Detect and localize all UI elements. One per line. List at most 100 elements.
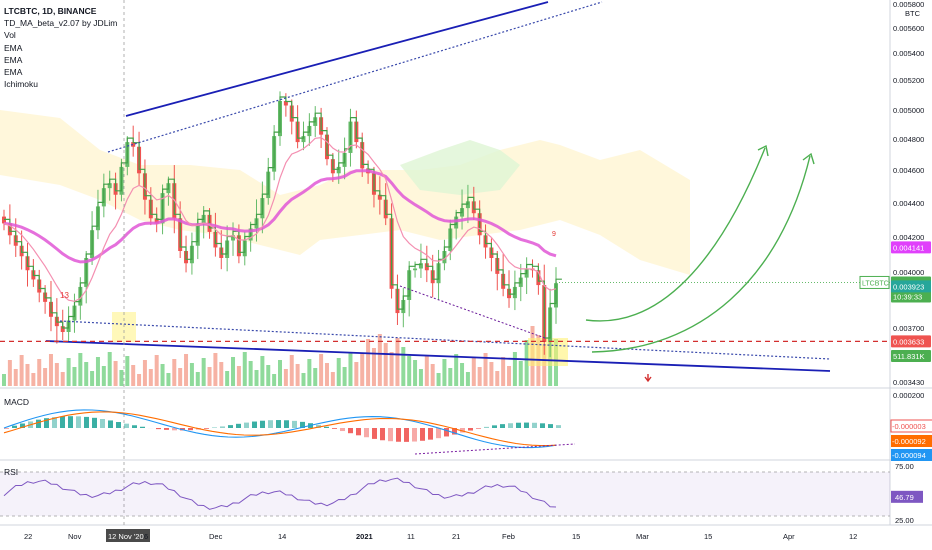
macd-histogram-bar [332, 428, 337, 429]
time-tick-label: Mar [636, 532, 649, 541]
volume-bar [324, 363, 329, 386]
macd-histogram-bar [444, 428, 449, 437]
indicator-ichimoku[interactable]: Ichimoku [4, 79, 39, 90]
volume-bar [442, 359, 447, 386]
volume-bar [107, 352, 112, 386]
macd-histogram-bar [84, 416, 89, 428]
macd-histogram-bar [420, 428, 425, 441]
chart-legend: LTCBTC, 1D, BINANCE TD_MA_beta_v2.07 by … [4, 5, 117, 90]
rsi-label-text: 46.79 [895, 493, 914, 502]
indicator-ema-3[interactable]: EMA [4, 67, 23, 78]
indicator-td-ma[interactable]: TD_MA_beta_v2.07 by JDLim [4, 18, 118, 29]
volume-bar [31, 373, 36, 386]
candle [336, 166, 341, 174]
volume-bar [448, 368, 453, 386]
volume-bar [507, 366, 512, 386]
price-tick-label: 0.003700 [893, 324, 924, 333]
volume-bar [13, 369, 18, 386]
down-arrow [644, 374, 652, 383]
macd-histogram-bar [268, 420, 273, 428]
time-tick-label: 12 [849, 532, 857, 541]
volume-bar [225, 371, 230, 386]
volume-bar [178, 368, 183, 386]
macd-histogram-bar [436, 428, 441, 439]
volume-bar [248, 361, 253, 386]
trendline-lower-dotted [59, 320, 831, 360]
rsi-title[interactable]: RSI [4, 467, 19, 477]
volume-bar [319, 354, 324, 386]
macd-histogram-bar [36, 419, 41, 428]
volume-bar [201, 358, 206, 386]
macd-label-badge [890, 419, 932, 433]
macd-histogram-bar [412, 428, 417, 442]
volume-bar [424, 355, 429, 386]
candle [231, 235, 236, 241]
ema-line-fast [3, 136, 557, 302]
candle [301, 136, 306, 143]
macd-histogram-bar [284, 420, 289, 428]
volume-bar [289, 355, 294, 386]
macd-histogram-bar [236, 423, 241, 428]
price-label-badge [891, 280, 931, 293]
price-tick-label: 0.004800 [893, 135, 924, 144]
volume-bar [195, 372, 200, 386]
macd-label-text: -0.000094 [892, 451, 926, 460]
time-tick-label: 12 Nov '20 [108, 532, 144, 541]
trendline-upper [125, 1, 549, 117]
volume-bar [125, 356, 130, 386]
time-tick-label: 11 [407, 532, 415, 541]
indicator-vol[interactable]: Vol [4, 30, 16, 41]
volume-bar [231, 357, 236, 386]
time-tick-label: 15 [704, 532, 712, 541]
time-highlight-badge [106, 529, 150, 542]
macd-pane [3, 409, 576, 455]
volume-bar [495, 371, 500, 386]
symbol-tag-text: LTCBTC [862, 280, 889, 287]
price-tick-label: 0.005000 [893, 106, 924, 115]
macd-histogram-bar [252, 421, 257, 428]
volume-bar [483, 353, 488, 386]
highlight-box-right [528, 338, 568, 366]
price-unit: BTC [905, 9, 921, 18]
volume-bar [348, 353, 353, 386]
indicator-ema-1[interactable]: EMA [4, 42, 23, 53]
volume-bar [401, 347, 406, 386]
candle [60, 326, 65, 332]
volume-bar [142, 360, 147, 386]
candle [283, 101, 288, 106]
volume-bar [48, 354, 53, 386]
volume-bar [78, 353, 83, 386]
candle [465, 201, 470, 209]
ichimoku-cloud [0, 110, 690, 275]
macd-divergence-line [414, 443, 576, 455]
td-step-line [4, 96, 562, 339]
volume-bar [354, 362, 359, 386]
macd-histogram-bar [60, 416, 65, 428]
time-tick-label: 2021 [356, 532, 373, 541]
macd-histogram-bar [532, 422, 537, 428]
volume-bar [60, 372, 65, 386]
volume-bar [418, 369, 423, 386]
price-label-text: 511.831K [893, 352, 925, 361]
macd-histogram-bar [404, 428, 409, 442]
price-tick-label: 0.005400 [893, 49, 924, 58]
macd-label-text: -0.000003 [892, 422, 926, 431]
volume-bar [84, 362, 89, 386]
macd-histogram-bar [300, 421, 305, 428]
volume-bar [260, 356, 265, 386]
macd-title[interactable]: MACD [4, 397, 30, 407]
projection-arrowhead-2 [802, 152, 815, 165]
price-tick-label: 0.005200 [893, 76, 924, 85]
symbol-title[interactable]: LTCBTC, 1D, BINANCE [4, 6, 97, 16]
macd-histogram-bar [108, 420, 113, 428]
ichimoku-cloud-green [400, 140, 520, 195]
volume-bar [254, 370, 259, 386]
price-label-text: 0.004141 [893, 243, 924, 252]
indicator-ema-2[interactable]: EMA [4, 54, 23, 65]
candle [418, 263, 423, 269]
rsi-tick-label: 75.00 [895, 462, 914, 471]
macd-signal-line [3, 411, 557, 447]
projection-arrowhead-1 [757, 144, 769, 157]
